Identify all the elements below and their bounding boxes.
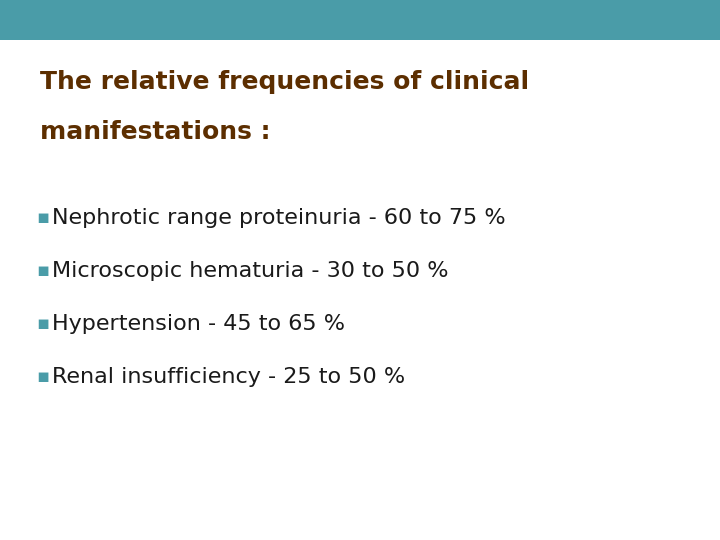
Text: The relative frequencies of clinical: The relative frequencies of clinical	[40, 70, 528, 94]
Text: ▪: ▪	[36, 261, 49, 280]
Text: Nephrotic range proteinuria - 60 to 75 %: Nephrotic range proteinuria - 60 to 75 %	[52, 208, 505, 228]
Text: ▪: ▪	[36, 208, 49, 227]
Text: Renal insufficiency - 25 to 50 %: Renal insufficiency - 25 to 50 %	[52, 367, 405, 387]
Text: ▪: ▪	[36, 367, 49, 386]
Text: ▪: ▪	[36, 314, 49, 333]
Text: manifestations :: manifestations :	[40, 120, 270, 144]
Bar	[0, 0, 720, 40]
Text: Hypertension - 45 to 65 %: Hypertension - 45 to 65 %	[52, 314, 345, 334]
Text: Microscopic hematuria - 30 to 50 %: Microscopic hematuria - 30 to 50 %	[52, 261, 449, 281]
